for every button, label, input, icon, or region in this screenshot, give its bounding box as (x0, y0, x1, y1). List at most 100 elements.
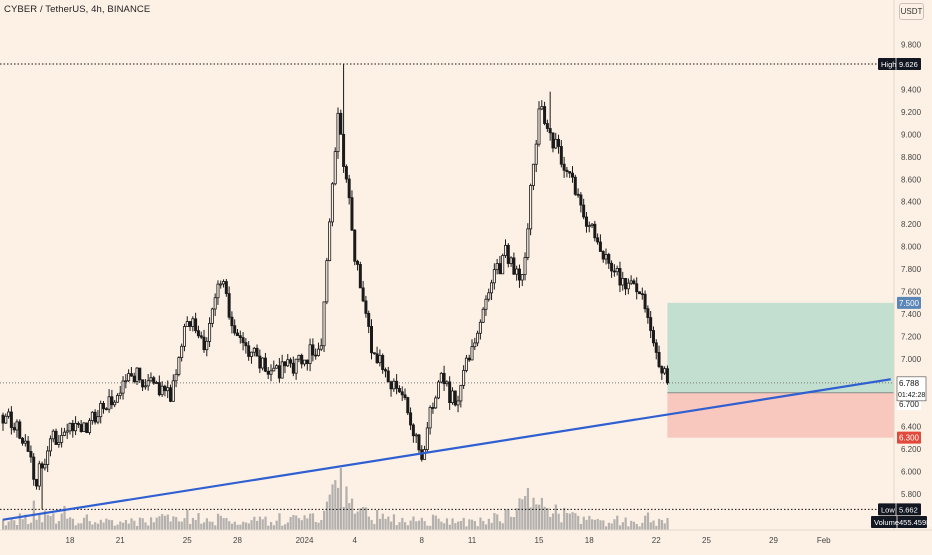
candle[interactable] (450, 387, 454, 405)
candle[interactable] (615, 265, 619, 276)
candle[interactable] (593, 220, 597, 242)
candle[interactable] (428, 405, 432, 435)
candle[interactable] (554, 132, 558, 150)
candle[interactable] (208, 317, 212, 347)
candle[interactable] (35, 478, 39, 490)
candle[interactable] (397, 385, 401, 393)
candle[interactable] (601, 250, 605, 263)
currency-button[interactable]: USDT (899, 3, 924, 20)
candle[interactable] (291, 356, 295, 377)
candle[interactable] (57, 434, 61, 448)
candle[interactable] (275, 364, 279, 369)
candle[interactable] (562, 156, 566, 178)
candle[interactable] (68, 422, 72, 435)
candle[interactable] (199, 331, 203, 340)
candle[interactable] (302, 359, 306, 367)
candle[interactable] (333, 147, 337, 186)
candle[interactable] (665, 365, 669, 385)
candle[interactable] (456, 395, 460, 413)
candle[interactable] (99, 400, 103, 424)
candle[interactable] (305, 359, 309, 371)
candle[interactable] (314, 348, 318, 360)
candle[interactable] (132, 372, 136, 384)
candle[interactable] (453, 390, 457, 407)
candle[interactable] (157, 375, 161, 397)
candle[interactable] (272, 360, 276, 372)
candle[interactable] (18, 419, 22, 440)
candle[interactable] (138, 367, 142, 384)
candle[interactable] (654, 339, 658, 360)
candle[interactable] (434, 395, 438, 409)
candle[interactable] (369, 319, 373, 360)
candle[interactable] (590, 223, 594, 229)
candle[interactable] (618, 261, 622, 293)
candle[interactable] (149, 372, 153, 383)
candle[interactable] (495, 258, 499, 275)
candle[interactable] (135, 367, 139, 386)
candle[interactable] (411, 423, 415, 443)
candle[interactable] (353, 229, 357, 266)
candle[interactable] (124, 374, 128, 389)
candle[interactable] (104, 407, 108, 411)
candle[interactable] (657, 345, 661, 369)
candle[interactable] (392, 378, 396, 392)
candle[interactable] (565, 166, 569, 178)
candle[interactable] (233, 319, 237, 336)
candle[interactable] (311, 338, 315, 362)
candle[interactable] (632, 278, 636, 285)
candle[interactable] (202, 329, 206, 353)
candle[interactable] (336, 107, 340, 159)
candle[interactable] (503, 239, 507, 258)
candle[interactable] (1, 412, 5, 431)
candle[interactable] (484, 295, 488, 316)
candle[interactable] (182, 323, 186, 352)
candle[interactable] (621, 271, 625, 291)
candle[interactable] (210, 307, 214, 328)
candle[interactable] (60, 427, 64, 448)
candle[interactable] (224, 278, 228, 297)
candle[interactable] (551, 132, 555, 153)
candle[interactable] (76, 421, 80, 428)
candle[interactable] (241, 332, 245, 351)
candle[interactable] (46, 446, 50, 473)
candle[interactable] (386, 366, 390, 383)
candle[interactable] (230, 311, 234, 334)
candle[interactable] (280, 354, 284, 379)
candle[interactable] (531, 163, 535, 191)
candle[interactable] (85, 422, 89, 434)
candle[interactable] (515, 265, 519, 281)
candle[interactable] (29, 445, 33, 463)
candle[interactable] (358, 261, 362, 289)
candle[interactable] (400, 386, 404, 401)
candle[interactable] (196, 325, 200, 339)
candle[interactable] (629, 275, 633, 286)
candle[interactable] (378, 349, 382, 367)
price-axis[interactable]: 9.800 9.400 9.200 9.000 8.800 8.600 8.400 8.200… (901, 40, 922, 498)
candle[interactable] (436, 380, 440, 400)
candle[interactable] (188, 320, 192, 331)
candle[interactable] (517, 264, 521, 288)
candle[interactable] (395, 374, 399, 395)
candle[interactable] (635, 277, 639, 300)
candle[interactable] (227, 286, 231, 320)
candle[interactable] (205, 337, 209, 357)
candle[interactable] (607, 252, 611, 269)
stop-loss-zone[interactable] (667, 392, 894, 438)
candle[interactable] (330, 182, 334, 227)
candle[interactable] (15, 419, 19, 438)
candle[interactable] (71, 419, 75, 438)
candle[interactable] (543, 101, 547, 126)
candle[interactable] (439, 371, 443, 384)
candlesticks[interactable] (1, 64, 669, 510)
candle[interactable] (473, 337, 477, 351)
candle[interactable] (308, 338, 312, 372)
candle[interactable] (501, 253, 505, 275)
candle[interactable] (261, 357, 265, 371)
candle[interactable] (476, 330, 480, 347)
candle[interactable] (216, 280, 220, 305)
candle[interactable] (4, 413, 8, 424)
candle[interactable] (403, 388, 407, 401)
candle[interactable] (118, 385, 122, 400)
candle[interactable] (640, 287, 644, 300)
candle[interactable] (649, 311, 653, 339)
